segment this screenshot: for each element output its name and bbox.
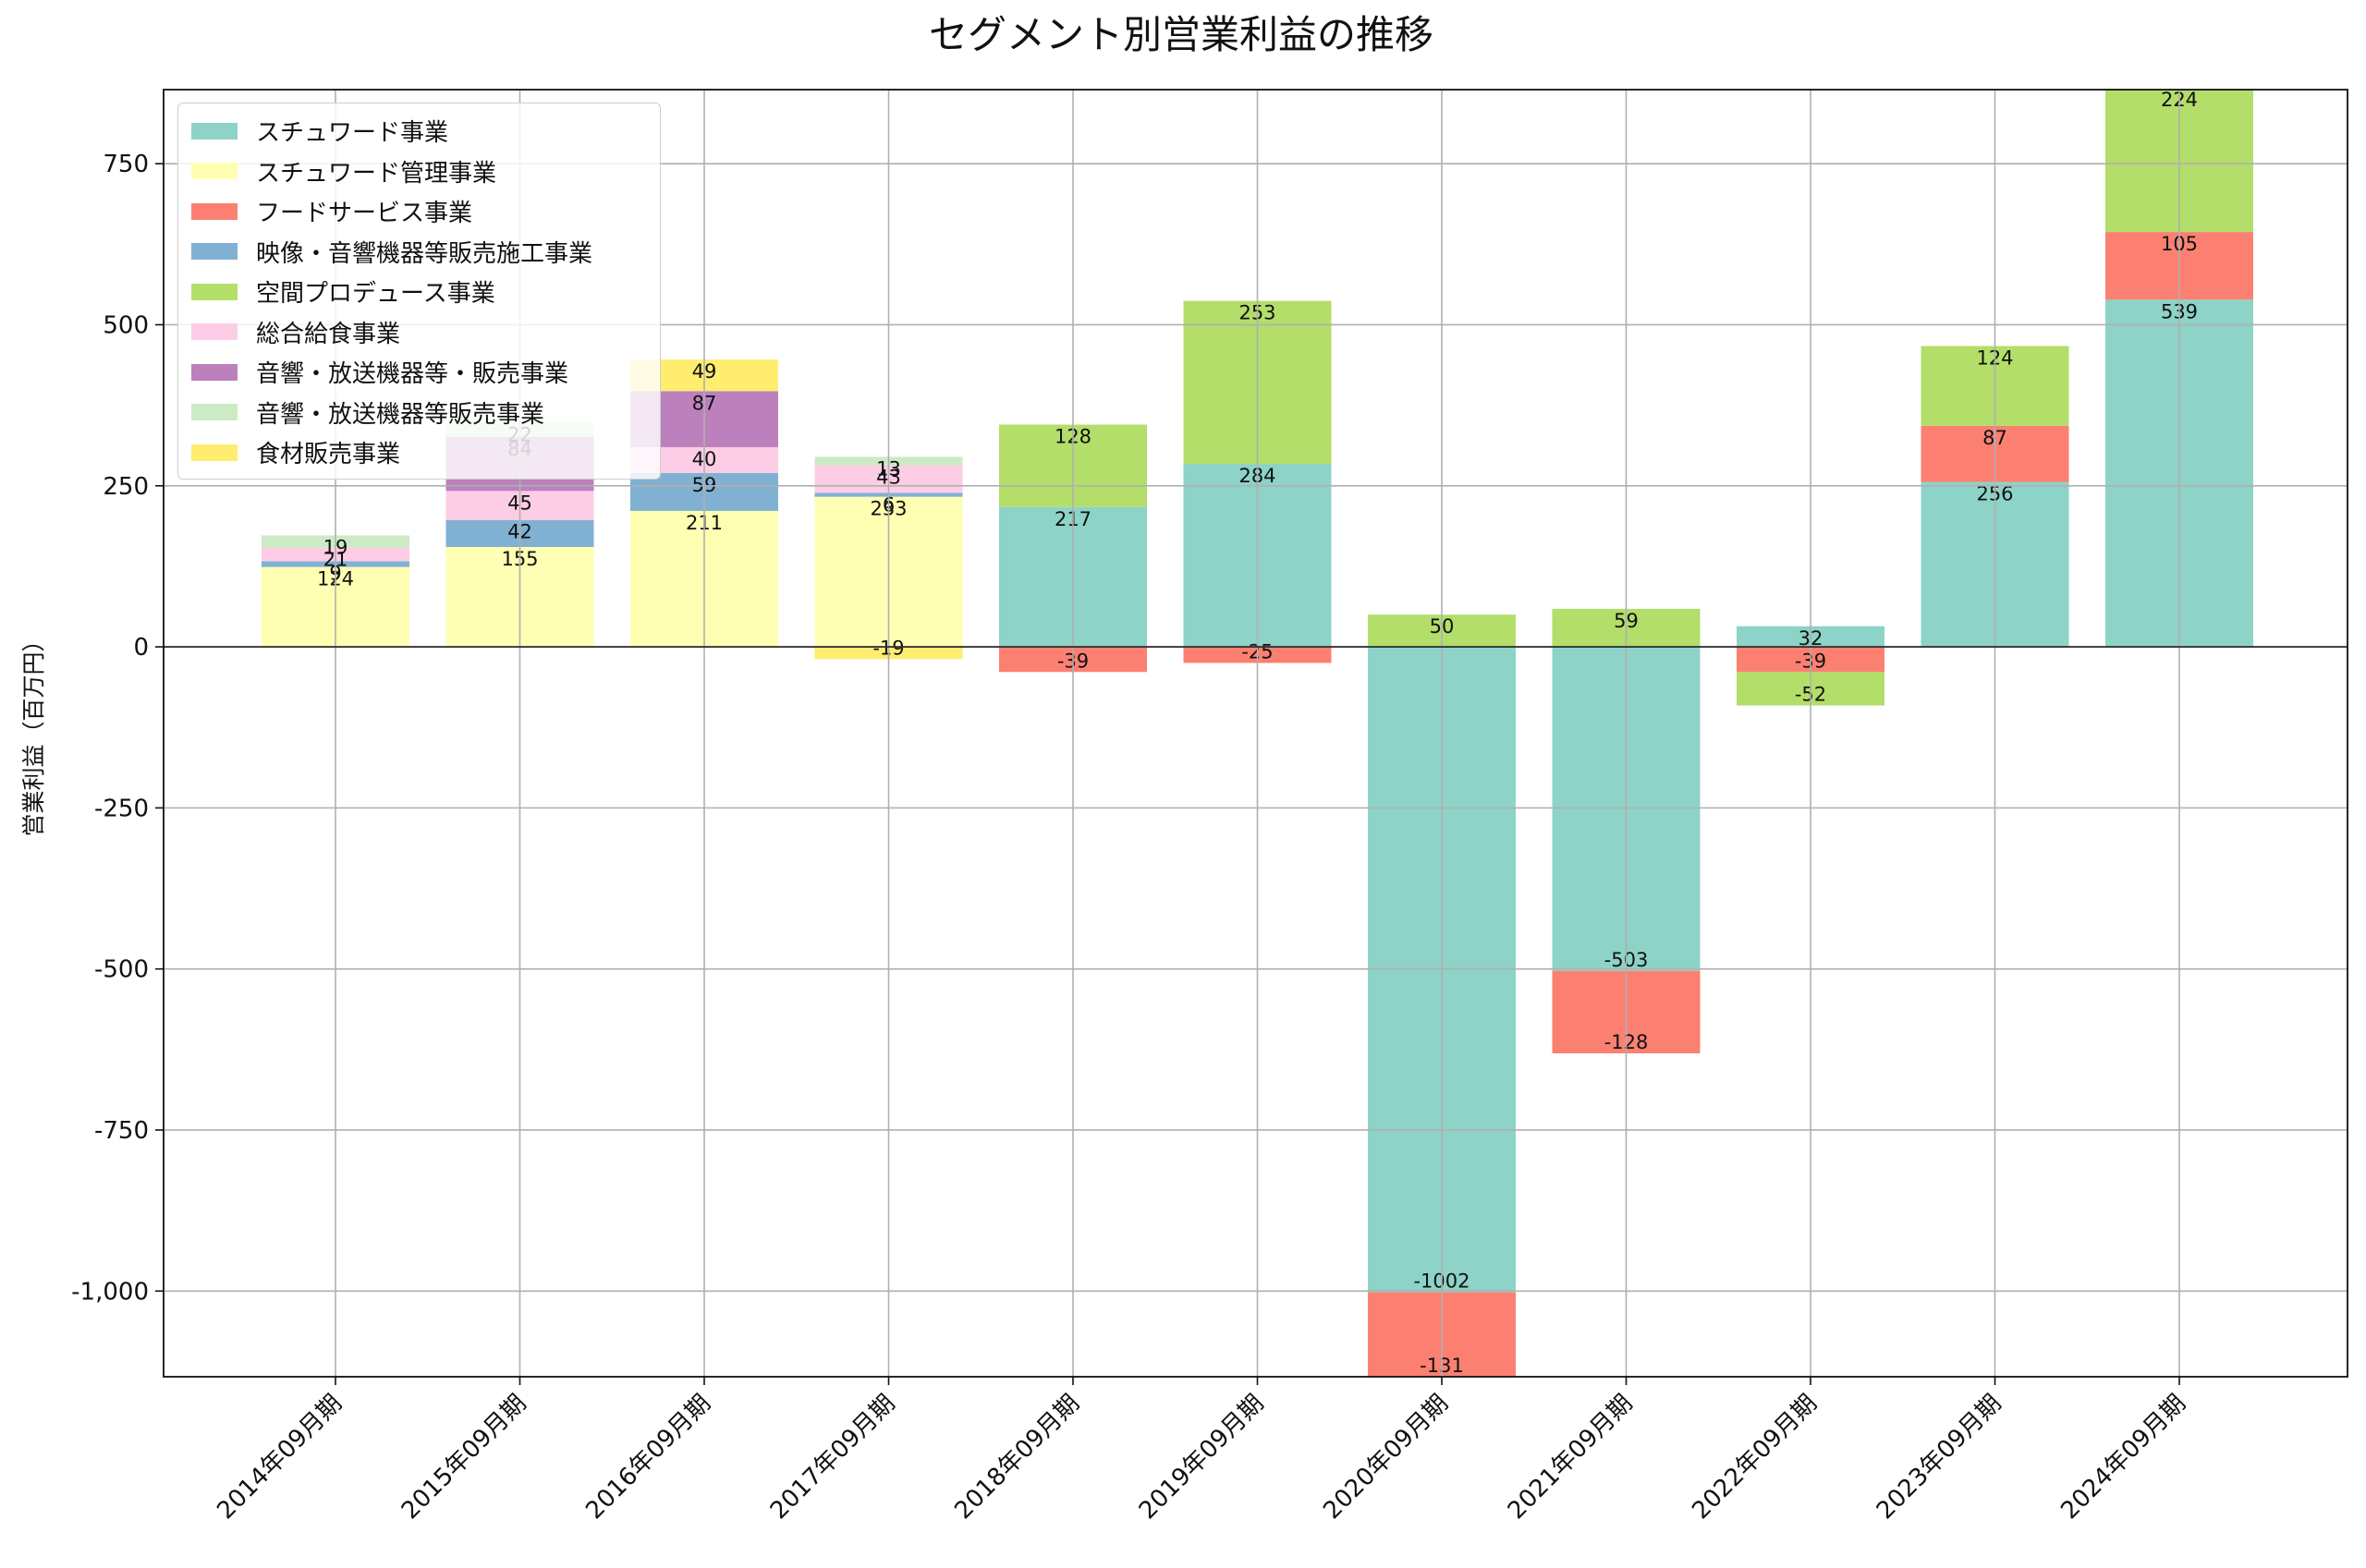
legend-item: 音響・放送機器等販売事業	[178, 393, 660, 433]
legend-item: 空間プロデュース事業	[178, 272, 660, 312]
legend-label: スチュワード管理事業	[256, 159, 497, 188]
legend-label: 音響・放送機器等・販売事業	[256, 360, 569, 389]
legend-item: 映像・音響機器等販売施工事業	[178, 232, 660, 273]
legend-label: 総合給食事業	[256, 320, 401, 348]
y-tick-label: 750	[103, 151, 149, 178]
x-tick-label: 2019年09月期	[1134, 1390, 1270, 1525]
y-tick-label: 0	[133, 634, 149, 662]
x-tick-label: 2023年09月期	[1872, 1390, 2007, 1525]
legend-label: フードサービス事業	[256, 200, 473, 228]
y-tick-label: -1,000	[71, 1278, 149, 1306]
legend-swatch	[191, 202, 238, 220]
y-tick-label: -750	[94, 1117, 149, 1145]
legend-swatch	[191, 363, 238, 381]
y-tick-label: -500	[94, 956, 149, 984]
x-tick-label: 2016年09月期	[580, 1390, 716, 1525]
legend-item: フードサービス事業	[178, 191, 660, 232]
legend-label: 音響・放送機器等販売事業	[256, 400, 545, 429]
plot-frame	[163, 89, 2348, 1378]
legend-swatch	[191, 163, 238, 180]
y-tick-label: 500	[103, 311, 149, 339]
legend-label: 空間プロデュース事業	[256, 280, 495, 309]
legend-label: 食材販売事業	[256, 441, 401, 469]
legend: スチュワード事業スチュワード管理事業 フードサービス事業映像・音響機器等販売施工事…	[177, 103, 661, 480]
legend-swatch	[191, 243, 238, 261]
legend-swatch	[191, 444, 238, 461]
x-tick-label: 2018年09月期	[949, 1390, 1085, 1525]
legend-item: 食材販売事業	[178, 432, 660, 473]
y-axis-label: 営業利益（百万円）	[20, 628, 47, 836]
legend-item: スチュワード事業	[178, 111, 660, 152]
legend-item: スチュワード管理事業	[178, 152, 660, 192]
legend-label: スチュワード事業	[256, 119, 449, 148]
legend-swatch	[191, 283, 238, 300]
y-tick-label: 250	[103, 473, 149, 501]
x-tick-label: 2014年09月期	[212, 1390, 348, 1525]
y-tick-label: -250	[94, 795, 149, 822]
legend-label: 映像・音響機器等販売施工事業	[256, 239, 593, 268]
x-tick-label: 2015年09月期	[396, 1390, 532, 1525]
x-tick-label: 2022年09月期	[1687, 1390, 1823, 1525]
x-tick-label: 2021年09月期	[1503, 1390, 1639, 1525]
legend-item: 総合給食事業	[178, 312, 660, 353]
x-tick-label: 2017年09月期	[765, 1390, 901, 1525]
x-tick-label: 2020年09月期	[1318, 1390, 1454, 1525]
x-tick-label: 2024年09月期	[2055, 1390, 2191, 1525]
chart-title: セグメント別営業利益の推移	[929, 12, 1433, 57]
legend-item: 音響・放送機器等・販売事業	[178, 352, 660, 393]
legend-swatch	[191, 323, 238, 341]
legend-swatch	[191, 404, 238, 421]
legend-swatch	[191, 122, 238, 140]
